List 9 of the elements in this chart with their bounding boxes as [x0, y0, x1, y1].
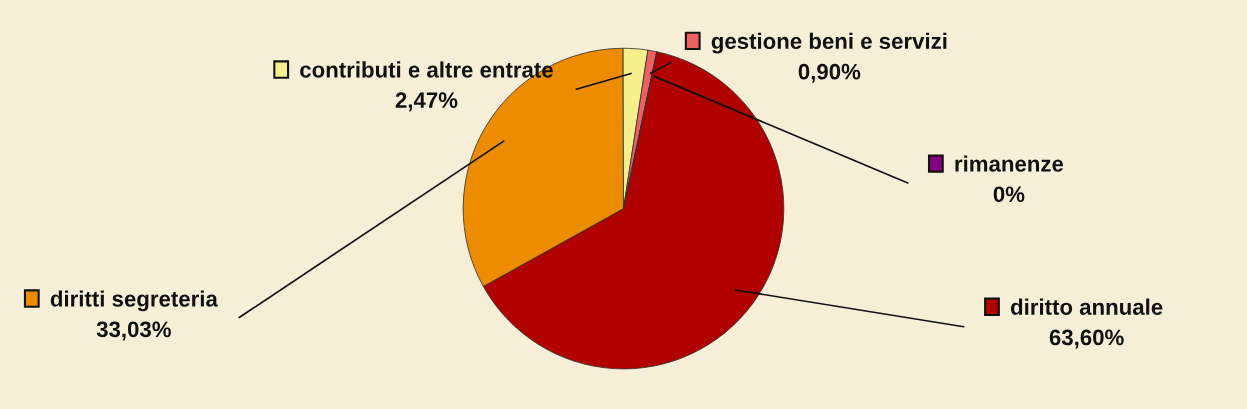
legend-label: rimanenze	[955, 155, 1064, 172]
data-label: 33,03%	[96, 321, 171, 341]
data-label: 2,47%	[395, 92, 458, 112]
data-label: 0,90%	[798, 63, 861, 83]
legend-label: diritti segreteria	[50, 290, 218, 312]
data-label: 63,60%	[1049, 329, 1124, 349]
legend-label: gestione beni e servizi	[711, 32, 947, 54]
legend-label: diritto annuale	[1010, 298, 1163, 315]
text: 0%	[993, 186, 1025, 203]
